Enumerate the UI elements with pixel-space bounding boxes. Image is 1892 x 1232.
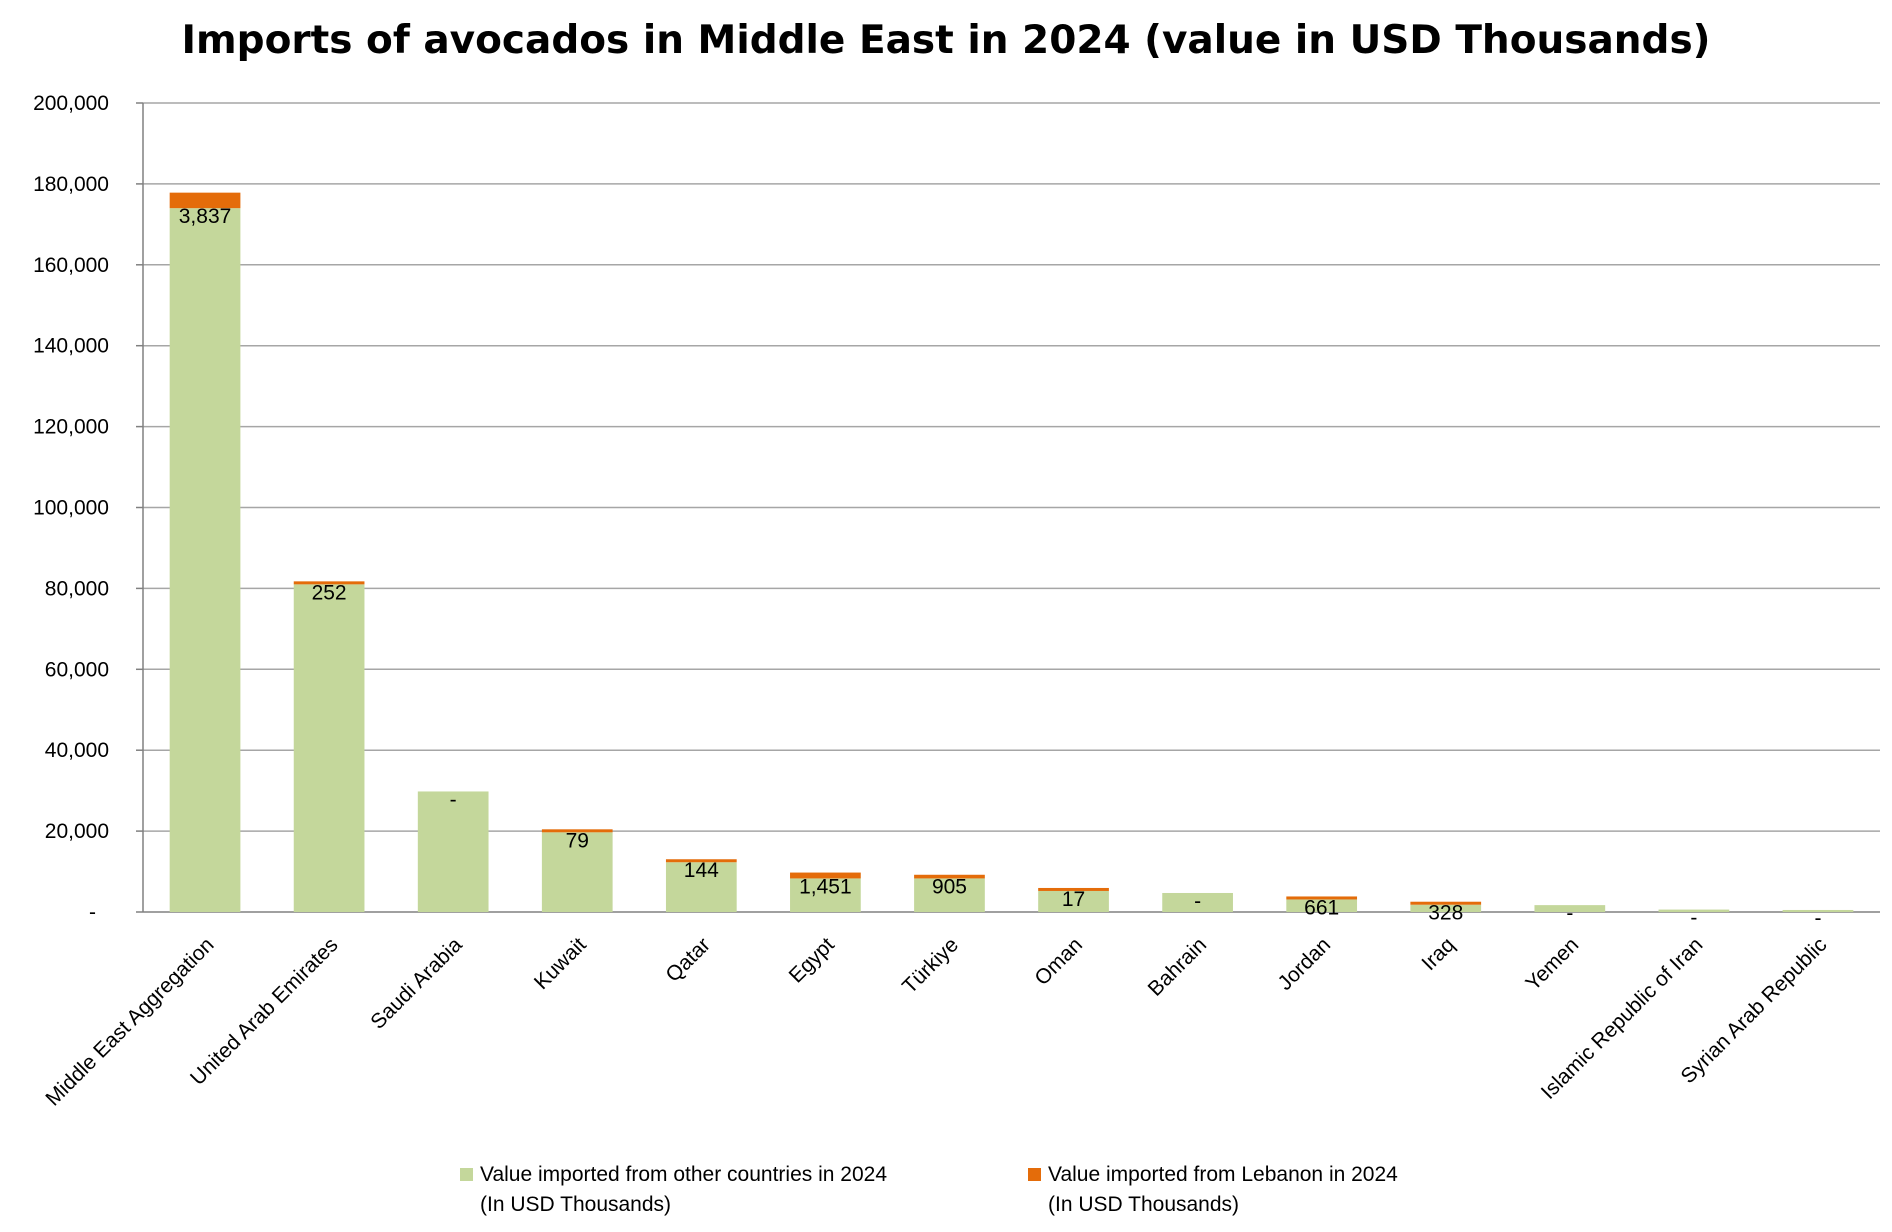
data-label-lebanon: 905 bbox=[932, 875, 967, 898]
x-tick-label: Saudi Arabia bbox=[366, 933, 467, 1034]
bar-lebanon bbox=[914, 874, 985, 879]
y-tick-label: 60,000 bbox=[45, 658, 109, 681]
legend-item-other-countries: Value imported from other countries in 2… bbox=[460, 1160, 1000, 1220]
y-tick-label: 100,000 bbox=[33, 497, 109, 520]
y-tick-label: 200,000 bbox=[33, 92, 109, 115]
data-label-lebanon: - bbox=[450, 788, 457, 811]
y-tick-label: - bbox=[89, 901, 96, 924]
x-tick-label: Türkiye bbox=[898, 933, 963, 998]
bar-other-countries bbox=[169, 208, 241, 913]
bar-lebanon bbox=[790, 872, 861, 879]
bar-other-countries bbox=[1534, 905, 1606, 912]
data-label-lebanon: 661 bbox=[1304, 896, 1339, 919]
data-label-lebanon: 3,837 bbox=[179, 205, 232, 228]
bar-other-countries bbox=[1658, 909, 1730, 912]
x-tick-label: Jordan bbox=[1274, 933, 1336, 995]
bar-other-countries bbox=[417, 791, 489, 912]
bar-other-countries bbox=[914, 878, 985, 912]
bar-lebanon bbox=[169, 192, 241, 209]
data-label-lebanon: 1,451 bbox=[799, 875, 852, 898]
legend-item-lebanon: Value imported from Lebanon in 2024 (In … bbox=[1028, 1160, 1568, 1220]
y-tick-label: 180,000 bbox=[33, 173, 109, 196]
bar-other-countries bbox=[665, 862, 737, 912]
bar-other-countries bbox=[541, 832, 613, 912]
chart-title: Imports of avocados in Middle East in 20… bbox=[181, 18, 1711, 63]
bar-other-countries bbox=[790, 878, 861, 912]
x-tick-label: Iraq bbox=[1417, 933, 1459, 975]
x-tick-label: Yemen bbox=[1521, 933, 1583, 995]
y-tick-label: 140,000 bbox=[33, 335, 109, 358]
bar-lebanon bbox=[1286, 896, 1358, 900]
x-tick-label: Qatar bbox=[661, 933, 714, 986]
data-label-lebanon: 79 bbox=[566, 829, 589, 852]
x-tick-label: Egypt bbox=[785, 933, 839, 987]
data-label-lebanon: - bbox=[1566, 902, 1573, 925]
bar-other-countries bbox=[1782, 909, 1854, 912]
data-label-lebanon: 17 bbox=[1062, 888, 1085, 911]
bar-other-countries bbox=[1038, 890, 1109, 912]
data-label-lebanon: - bbox=[1814, 907, 1821, 930]
bar-lebanon bbox=[1410, 901, 1482, 905]
data-label-lebanon: 252 bbox=[312, 581, 347, 604]
bar-lebanon bbox=[541, 829, 613, 833]
gridlines bbox=[136, 102, 1880, 913]
data-label-lebanon: 144 bbox=[684, 859, 719, 882]
bar-other-countries bbox=[293, 584, 365, 912]
y-tick-label: 20,000 bbox=[45, 820, 109, 843]
y-tick-label: 160,000 bbox=[33, 254, 109, 277]
bar-other-countries bbox=[1162, 892, 1233, 912]
bar-lebanon bbox=[1038, 887, 1109, 891]
data-labels: 3,837 252 - 79 144 1,451 905 17 - 661 328 - - - bbox=[179, 205, 1822, 930]
x-tick-label: Kuwait bbox=[530, 933, 591, 994]
bar-lebanon bbox=[665, 859, 737, 863]
legend-swatch-other-countries bbox=[460, 1168, 473, 1181]
data-label-lebanon: 328 bbox=[1428, 902, 1463, 925]
legend-label-line1: Value imported from other countries in 2… bbox=[480, 1163, 887, 1186]
bars bbox=[169, 192, 1854, 913]
bar-chart: 3,837 252 - 79 144 1,451 905 17 - 661 328 - - - - 20,0… bbox=[33, 92, 1880, 1111]
x-tick-label: Middle East Aggregation bbox=[41, 933, 218, 1110]
bar-lebanon bbox=[293, 581, 365, 585]
y-axis-ticks: - 20,000 40,000 60,000 80,000 100,000 120,000 1… bbox=[33, 92, 109, 924]
y-tick-label: 80,000 bbox=[45, 577, 109, 600]
x-tick-label: Bahrain bbox=[1144, 933, 1211, 1000]
x-tick-label: Oman bbox=[1030, 933, 1087, 990]
y-tick-label: 40,000 bbox=[45, 739, 109, 762]
legend-label-line2: (In USD Thousands) bbox=[480, 1193, 672, 1216]
legend-label-line2: (In USD Thousands) bbox=[1048, 1193, 1240, 1216]
data-label-lebanon: - bbox=[1194, 890, 1201, 913]
bar-other-countries bbox=[1410, 904, 1482, 912]
legend-swatch-lebanon bbox=[1028, 1168, 1041, 1181]
legend-label-line1: Value imported from Lebanon in 2024 bbox=[1048, 1163, 1398, 1186]
data-label-lebanon: - bbox=[1690, 907, 1697, 930]
y-tick-label: 120,000 bbox=[33, 416, 109, 439]
bar-other-countries bbox=[1286, 899, 1358, 912]
legend: Value imported from other countries in 2… bbox=[0, 1160, 1892, 1230]
